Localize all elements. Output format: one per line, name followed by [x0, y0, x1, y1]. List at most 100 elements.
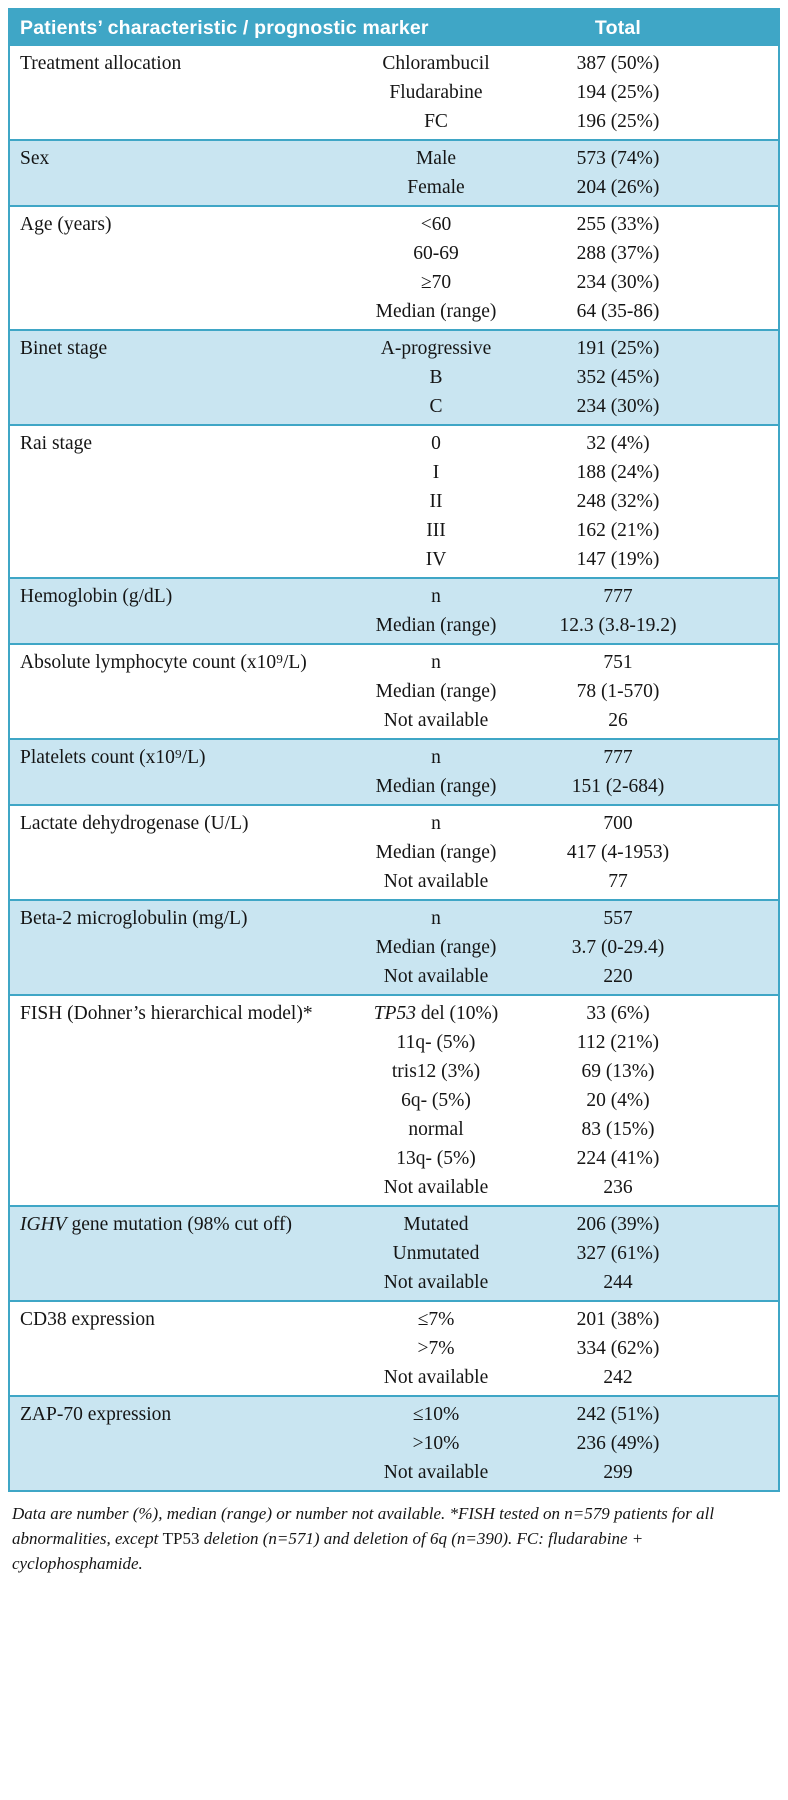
- category-cell: Chlorambucil: [382, 53, 490, 74]
- characteristic-cell: Lactate dehydrogenase (U/L): [20, 813, 249, 834]
- table-row: FISH (Dohner’s hierarchical model)* TP53 …: [10, 999, 778, 1028]
- spacer-cell: [694, 1115, 778, 1144]
- table-row: CD38 expression ≤7% 201 (38%): [10, 1305, 778, 1334]
- table-row: Median (range) 417 (4-1953): [10, 838, 778, 867]
- table-footnote: Data are number (%), median (range) or n…: [8, 1492, 780, 1576]
- spacer-cell: [694, 838, 778, 867]
- total-cell: 206 (39%): [576, 1214, 660, 1235]
- table-row: normal 83 (15%): [10, 1115, 778, 1144]
- page: Patients’ characteristic / prognostic ma…: [8, 8, 780, 1576]
- category-cell: Not available: [383, 871, 489, 892]
- category-cell: I: [432, 462, 440, 483]
- category-cell: Median (range): [375, 776, 497, 797]
- characteristic-cell: FISH (Dohner’s hierarchical model)*: [20, 1003, 313, 1024]
- table-row: ≥70 234 (30%): [10, 268, 778, 297]
- table-row: III 162 (21%): [10, 516, 778, 545]
- characteristic-cell: [10, 772, 330, 801]
- group-treatment-allocation: Treatment allocation Chlorambucil 387 (50%…: [10, 46, 778, 139]
- footnote-segment: Data are number (%), median (range) or n…: [12, 1504, 715, 1548]
- category-cell: Male: [415, 148, 457, 169]
- characteristic-cell: [10, 297, 330, 326]
- group-age-years: Age (years) <60 255 (33%) 60-69 288 (37%) ≥70…: [10, 205, 778, 329]
- total-cell: 777: [603, 747, 633, 768]
- characteristic-cell: [10, 1239, 330, 1268]
- table-row: Platelets count (x10⁹/L) n 777: [10, 743, 778, 772]
- spacer-cell: [694, 1086, 778, 1115]
- group-zap-70-expression: ZAP-70 expression ≤10% 242 (51%) >10% 236 (4…: [10, 1395, 778, 1490]
- total-cell: 83 (15%): [581, 1119, 655, 1140]
- category-cell: Not available: [383, 1177, 489, 1198]
- total-cell: 557: [603, 908, 633, 929]
- total-cell: 191 (25%): [576, 338, 660, 359]
- spacer-cell: [694, 706, 778, 735]
- total-cell: 204 (26%): [576, 177, 660, 198]
- characteristic-cell: [10, 867, 330, 896]
- category-cell: n: [431, 908, 441, 929]
- characteristic-cell: [10, 173, 330, 202]
- category-cell: ≤10%: [412, 1404, 460, 1425]
- characteristic-cell: Binet stage: [20, 338, 108, 359]
- spacer-cell: [694, 999, 778, 1028]
- characteristic-cell: [10, 1173, 330, 1202]
- total-cell: 69 (13%): [581, 1061, 655, 1082]
- table-row: 60-69 288 (37%): [10, 239, 778, 268]
- characteristic-cell: [10, 962, 330, 991]
- spacer-cell: [694, 1057, 778, 1086]
- table-row: 11q- (5%) 112 (21%): [10, 1028, 778, 1057]
- spacer-cell: [694, 1334, 778, 1363]
- total-cell: 573 (74%): [576, 148, 660, 169]
- spacer-cell: [694, 1400, 778, 1429]
- footnote-segment: deletion (n=571) and deletion of 6q (n=3…: [12, 1529, 644, 1573]
- category-cell: II: [429, 491, 443, 512]
- spacer-cell: [694, 516, 778, 545]
- table-row: >7% 334 (62%): [10, 1334, 778, 1363]
- spacer-cell: [694, 210, 778, 239]
- spacer-cell: [694, 268, 778, 297]
- table-row: B 352 (45%): [10, 363, 778, 392]
- total-cell: 255 (33%): [576, 214, 660, 235]
- category-cell: C: [429, 396, 443, 417]
- category-cell: <60: [420, 214, 452, 235]
- characteristic-cell: Rai stage: [20, 433, 93, 454]
- table-row: Age (years) <60 255 (33%): [10, 210, 778, 239]
- category-cell: Not available: [383, 966, 489, 987]
- table-row: Not available 26: [10, 706, 778, 735]
- header-characteristic-label: Patients’ characteristic / prognostic ma…: [20, 16, 429, 39]
- total-cell: 32 (4%): [586, 433, 650, 454]
- total-cell: 112 (21%): [576, 1032, 660, 1053]
- category-cell: Median (range): [375, 615, 497, 636]
- total-cell: 33 (6%): [586, 1003, 650, 1024]
- category-cell: n: [431, 586, 441, 607]
- characteristic-cell: [10, 838, 330, 867]
- category-cell: Female: [407, 177, 465, 198]
- spacer-cell: [694, 867, 778, 896]
- spacer-cell: [694, 429, 778, 458]
- characteristic-cell: [10, 239, 330, 268]
- total-cell: 334 (62%): [576, 1338, 660, 1359]
- table-row: Median (range) 64 (35-86): [10, 297, 778, 326]
- table-row: Hemoglobin (g/dL) n 777: [10, 582, 778, 611]
- characteristic-cell: [10, 487, 330, 516]
- spacer-cell: [694, 582, 778, 611]
- group-sex: Sex Male 573 (74%) Female 204 (26%): [10, 139, 778, 205]
- characteristic-cell: ZAP-70 expression: [20, 1404, 172, 1425]
- group-binet-stage: Binet stage A-progressive 191 (25%) B 352 (4…: [10, 329, 778, 424]
- spacer-cell: [694, 743, 778, 772]
- spacer-cell: [694, 1363, 778, 1392]
- category-cell: TP53 del (10%): [373, 1003, 499, 1024]
- spacer-cell: [694, 49, 778, 78]
- table-row: Not available 244: [10, 1268, 778, 1297]
- characteristic-cell: [10, 1363, 330, 1392]
- table-body: Treatment allocation Chlorambucil 387 (50%…: [10, 46, 778, 1490]
- category-cell: 6q- (5%): [401, 1090, 471, 1111]
- characteristic-cell: [10, 78, 330, 107]
- table-row: 13q- (5%) 224 (41%): [10, 1144, 778, 1173]
- table-row: Beta-2 microglobulin (mg/L) n 557: [10, 904, 778, 933]
- total-cell: 78 (1-570): [576, 681, 660, 702]
- table-row: Female 204 (26%): [10, 173, 778, 202]
- spacer-cell: [694, 1429, 778, 1458]
- category-cell: n: [431, 652, 441, 673]
- spacer-cell: [694, 78, 778, 107]
- total-cell: 244: [603, 1272, 633, 1293]
- category-cell: Not available: [383, 1462, 489, 1483]
